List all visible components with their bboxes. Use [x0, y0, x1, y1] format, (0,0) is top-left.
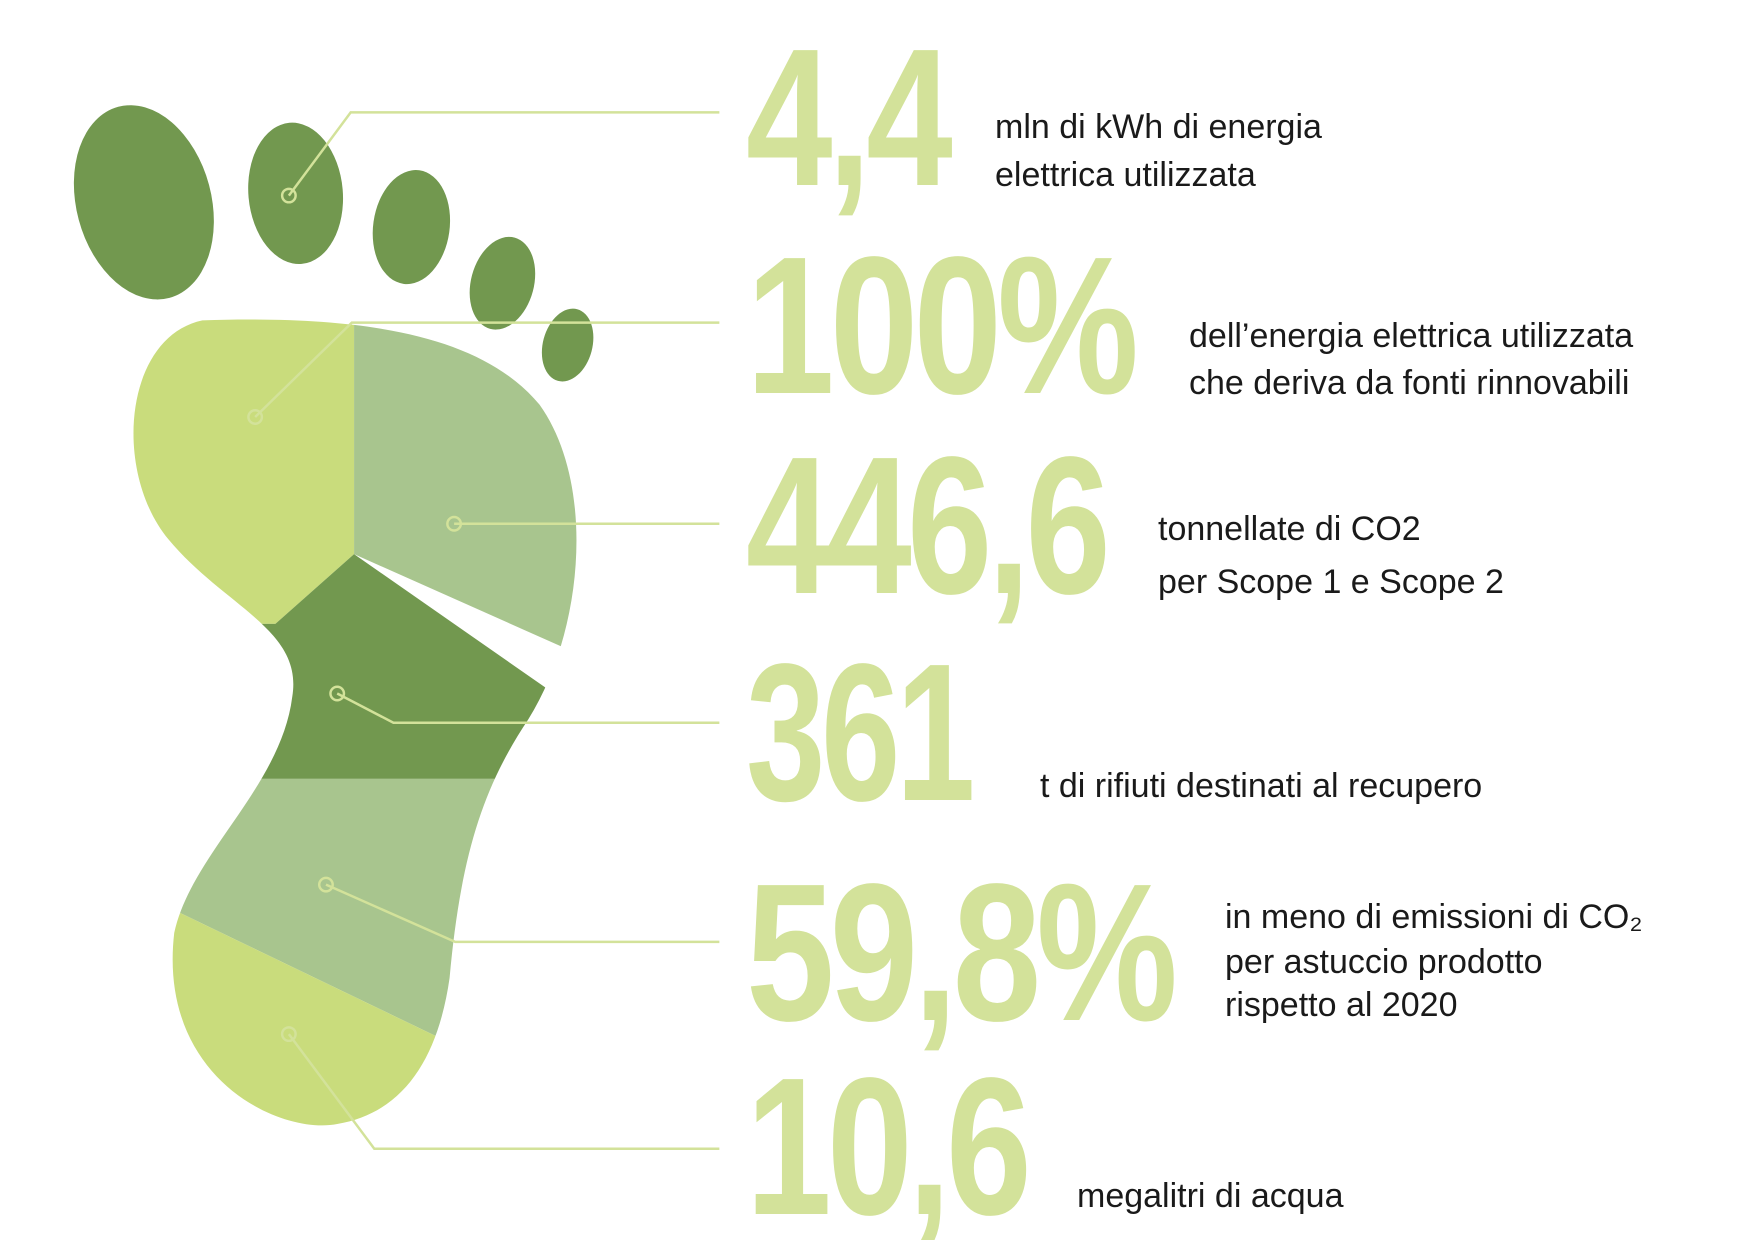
big-figure: 4,4: [746, 8, 952, 227]
description-line: megalitri di acqua: [1077, 1177, 1344, 1215]
big-figure: 10,6: [746, 1037, 1027, 1240]
description-line: in meno di emissioni di CO₂: [1225, 898, 1643, 936]
footprint: [73, 105, 720, 1150]
description-line: per Scope 1 e Scope 2: [1158, 563, 1504, 601]
description-line: tonnellate di CO2: [1158, 510, 1421, 548]
toes: [73, 105, 594, 382]
big-figure: 361: [746, 623, 972, 842]
description-line: che deriva da fonti rinnovabili: [1189, 364, 1629, 402]
big-figure: 59,8%: [746, 843, 1174, 1062]
big-figure: 100%: [746, 216, 1135, 435]
leader-lines: [247, 111, 720, 1150]
description-line: t di rifiuti destinati al recupero: [1040, 767, 1482, 805]
description-line: elettrica utilizzata: [995, 156, 1256, 194]
description-line: dell’energia elettrica utilizzata: [1189, 317, 1633, 355]
big-figure: 446,6: [746, 416, 1106, 635]
description-line: mln di kWh di energia: [995, 108, 1322, 146]
description-line: per astuccio prodotto: [1225, 943, 1543, 981]
description-line: rispetto al 2020: [1225, 986, 1458, 1024]
